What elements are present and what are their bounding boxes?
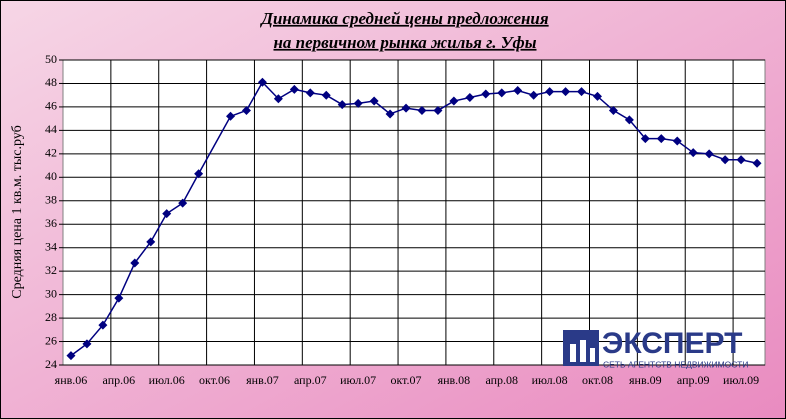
data-point	[720, 155, 730, 165]
data-point	[273, 94, 283, 104]
y-tick-label: 36	[45, 216, 57, 230]
y-tick-label: 28	[45, 310, 57, 324]
data-point	[449, 96, 459, 106]
data-point	[640, 134, 650, 144]
data-point	[688, 148, 698, 158]
data-point	[98, 320, 108, 330]
data-point	[608, 105, 618, 115]
x-tick-label: июл.07	[340, 373, 376, 387]
gap-connector	[197, 115, 232, 175]
data-point	[257, 77, 267, 87]
data-point	[401, 103, 411, 113]
data-point	[545, 87, 555, 97]
x-tick-label: апр.07	[294, 373, 327, 387]
x-tick-label: июл.06	[149, 373, 185, 387]
chart-title: на первичном рынка жилья г. Уфы	[273, 33, 536, 52]
data-point	[66, 351, 76, 361]
y-tick-label: 40	[45, 169, 57, 183]
data-point	[513, 86, 523, 95]
data-point	[353, 98, 363, 108]
y-tick-label: 30	[45, 286, 57, 300]
data-point	[194, 169, 204, 179]
x-tick-label: июл.08	[532, 373, 568, 387]
x-tick-label: июл.09	[723, 373, 759, 387]
data-point	[752, 158, 762, 168]
data-point	[385, 109, 395, 119]
data-point	[114, 293, 124, 303]
data-point	[162, 209, 172, 219]
logo-icon	[570, 344, 576, 362]
x-tick-label: янв.09	[629, 373, 662, 387]
x-tick-label: апр.08	[485, 373, 518, 387]
data-point	[592, 91, 602, 101]
data-point	[417, 105, 427, 115]
data-point	[226, 111, 236, 121]
x-tick-label: апр.06	[103, 373, 136, 387]
data-point	[497, 88, 507, 98]
data-point	[82, 339, 92, 349]
data-point	[704, 149, 714, 159]
data-point	[529, 90, 539, 100]
logo-name: ЭКСПЕРТ	[602, 327, 742, 360]
data-point	[369, 96, 379, 106]
y-tick-label: 24	[45, 357, 57, 371]
y-tick-label: 34	[45, 239, 57, 253]
y-tick-label: 50	[45, 52, 57, 66]
data-point	[481, 89, 491, 99]
data-point	[305, 88, 315, 98]
x-tick-label: янв.06	[55, 373, 88, 387]
logo-icon	[590, 348, 595, 362]
data-point	[561, 87, 571, 97]
y-tick-label: 44	[45, 122, 57, 136]
data-point	[465, 93, 475, 103]
logo-tagline: СЕТЬ АГЕНТСТВ НЕДВИЖИМОСТИ	[603, 359, 748, 369]
x-tick-label: окт.08	[582, 373, 613, 387]
x-tick-label: апр.09	[677, 373, 710, 387]
series-line	[230, 81, 758, 164]
chart-title: Динамика средней цены предложения	[259, 9, 549, 28]
data-point	[656, 134, 666, 144]
data-point	[146, 237, 156, 247]
y-tick-label: 48	[45, 75, 57, 89]
data-point	[433, 105, 443, 115]
y-tick-label: 46	[45, 99, 57, 113]
y-tick-label: 42	[45, 146, 57, 160]
logo-icon	[580, 340, 586, 362]
logo: ЭКСПЕРТ СЕТЬ АГЕНТСТВ НЕДВИЖИМОСТИ	[563, 327, 748, 369]
data-point	[736, 155, 746, 165]
x-tick-label: янв.08	[438, 373, 471, 387]
y-axis-label: Средняя цена 1 кв.м. тыс.руб	[10, 125, 25, 299]
data-point	[577, 87, 587, 97]
data-point	[130, 258, 140, 268]
x-tick-label: окт.06	[199, 373, 230, 387]
y-tick-label: 32	[45, 263, 57, 277]
x-tick-label: окт.07	[391, 373, 422, 387]
data-point	[241, 105, 251, 115]
data-point	[289, 84, 299, 94]
data-point	[337, 100, 347, 110]
y-tick-label: 38	[45, 193, 57, 207]
x-tick-label: янв.07	[246, 373, 279, 387]
y-tick-label: 26	[45, 333, 57, 347]
data-point	[321, 90, 331, 100]
plot-area	[62, 59, 766, 366]
data-point	[672, 136, 682, 146]
data-point	[624, 115, 634, 125]
data-point	[178, 198, 188, 208]
